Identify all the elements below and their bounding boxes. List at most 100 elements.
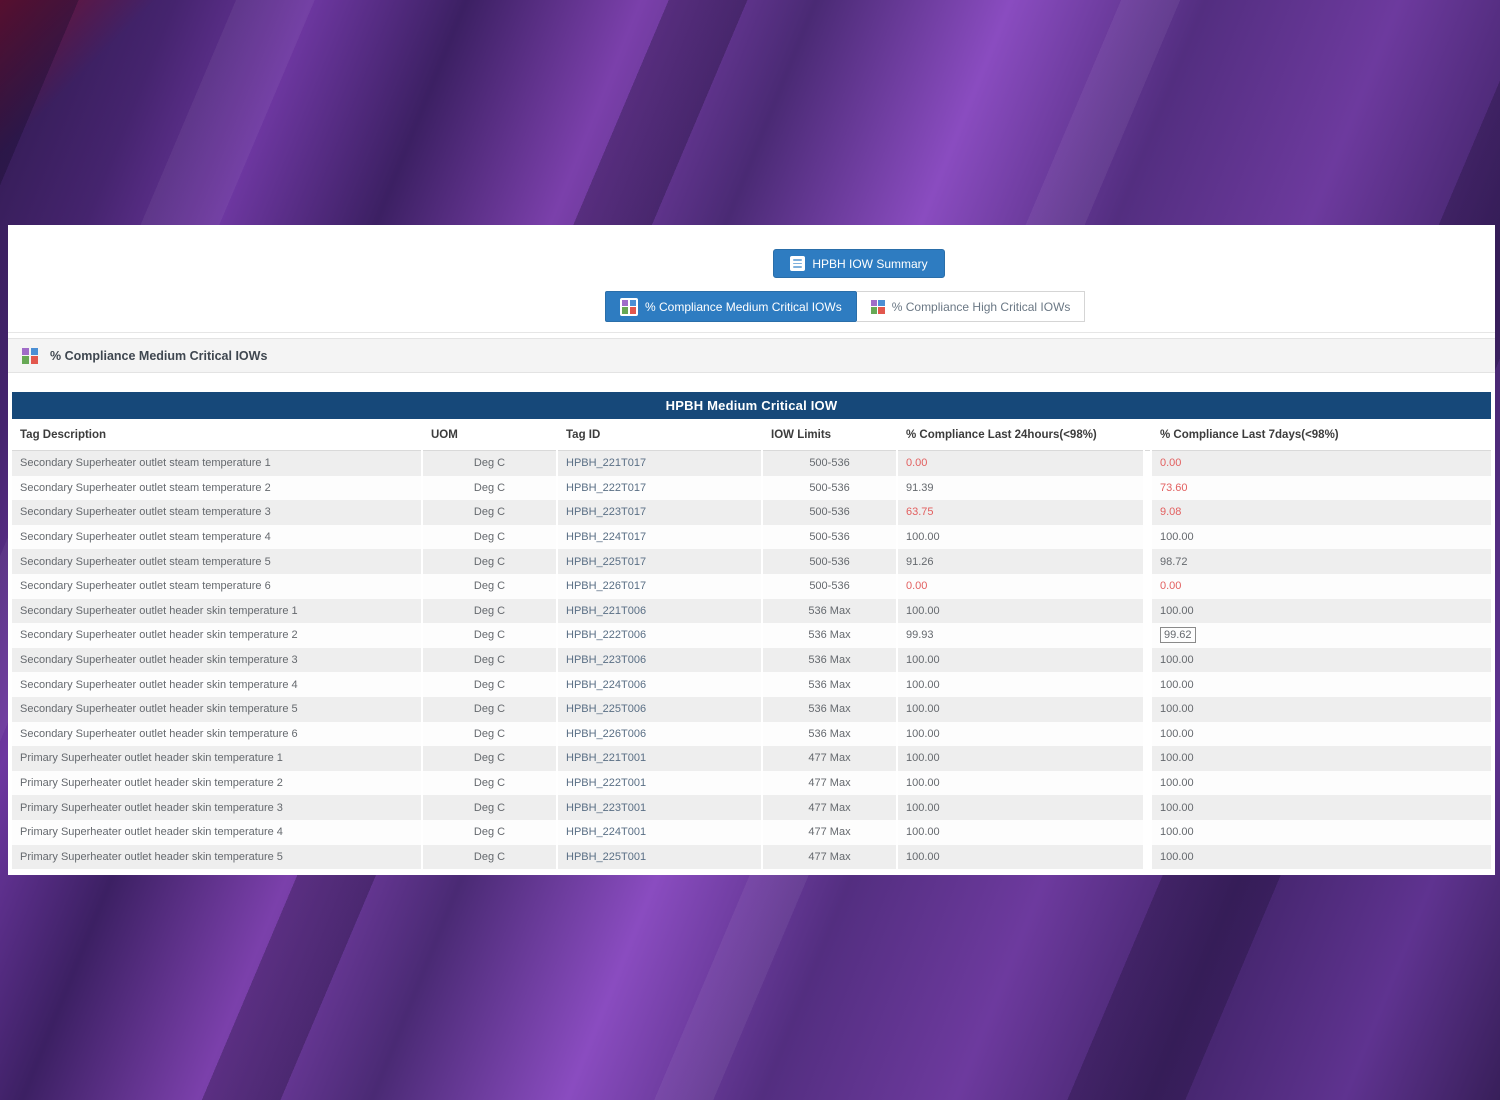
column-gap xyxy=(1145,476,1150,501)
tab-label: % Compliance Medium Critical IOWs xyxy=(645,299,842,314)
compliance-24h-cell: 100.00 xyxy=(898,721,1143,747)
compliance-24h-cell: 100.00 xyxy=(898,770,1143,796)
column-gap xyxy=(1145,574,1150,599)
compliance-7d-cell: 100.00 xyxy=(1152,844,1491,870)
compliance-7d-cell: 0.00 xyxy=(1152,451,1491,476)
column-gap xyxy=(1145,419,1150,451)
compliance-24h-cell: 0.00 xyxy=(898,573,1143,599)
compliance-7d-cell: 9.08 xyxy=(1152,500,1491,525)
tag-description-cell: Secondary Superheater outlet header skin… xyxy=(12,696,421,722)
uom-cell: Deg C xyxy=(423,475,556,501)
compliance-24h-cell: 100.00 xyxy=(898,524,1143,550)
column-header-uom[interactable]: UOM xyxy=(423,419,556,451)
compliance-7d-cell: 100.00 xyxy=(1152,770,1491,796)
uom-cell: Deg C xyxy=(423,524,556,550)
tag-description-cell: Secondary Superheater outlet steam tempe… xyxy=(12,573,421,599)
tag-description-cell: Secondary Superheater outlet header skin… xyxy=(12,647,421,673)
compliance-7d-cell: 100.00 xyxy=(1152,721,1491,747)
column-gap xyxy=(1145,771,1150,796)
tag-id-cell: HPBH_222T001 xyxy=(558,770,761,796)
table-row: Secondary Superheater outlet steam tempe… xyxy=(12,573,1491,599)
tag-id-cell: HPBH_223T017 xyxy=(558,500,761,525)
table-row: Primary Superheater outlet header skin t… xyxy=(12,746,1491,771)
compliance-7d-cell: 100.00 xyxy=(1152,672,1491,697)
compliance-24h-cell: 91.26 xyxy=(898,549,1143,574)
tag-id-cell: HPBH_224T017 xyxy=(558,524,761,550)
column-gap xyxy=(1145,549,1150,574)
column-header-iow-limits[interactable]: IOW Limits xyxy=(763,419,896,451)
table-row: Secondary Superheater outlet steam tempe… xyxy=(12,500,1491,525)
tag-id-cell: HPBH_225T006 xyxy=(558,696,761,722)
column-gap xyxy=(1145,722,1150,747)
compliance-24h-cell: 100.00 xyxy=(898,647,1143,673)
uom-cell: Deg C xyxy=(423,549,556,574)
compliance-24h-cell: 100.00 xyxy=(898,696,1143,722)
compliance-7d-cell: 73.60 xyxy=(1152,475,1491,501)
table-row: Secondary Superheater outlet header skin… xyxy=(12,721,1491,747)
document-icon xyxy=(790,256,806,271)
column-header-compliance-24h[interactable]: % Compliance Last 24hours(<98%) xyxy=(898,419,1143,451)
compliance-7d-cell: 100.00 xyxy=(1152,524,1491,550)
iow-limits-cell: 536 Max xyxy=(763,647,896,673)
table-row: Primary Superheater outlet header skin t… xyxy=(12,819,1491,845)
table-body: Secondary Superheater outlet steam tempe… xyxy=(12,451,1491,870)
iow-limits-cell: 536 Max xyxy=(763,721,896,747)
column-gap xyxy=(1145,697,1150,722)
compliance-7d-cell: 99.62 xyxy=(1152,623,1491,648)
uom-cell: Deg C xyxy=(423,500,556,525)
horizontal-divider xyxy=(8,332,1495,333)
iow-limits-cell: 477 Max xyxy=(763,770,896,796)
iow-limits-cell: 500-536 xyxy=(763,451,896,476)
compliance-24h-cell: 100.00 xyxy=(898,746,1143,771)
column-header-tag-description[interactable]: Tag Description xyxy=(12,419,421,451)
compliance-24h-cell: 63.75 xyxy=(898,500,1143,525)
compliance-7d-cell: 100.00 xyxy=(1152,746,1491,771)
column-gap xyxy=(1145,599,1150,624)
table-title: HPBH Medium Critical IOW xyxy=(12,392,1491,419)
grid-icon xyxy=(620,297,638,316)
grid-icon xyxy=(870,299,885,314)
compliance-7d-cell: 100.00 xyxy=(1152,696,1491,722)
compliance-24h-cell: 91.39 xyxy=(898,475,1143,501)
table-row: Secondary Superheater outlet header skin… xyxy=(12,696,1491,722)
table-row: Secondary Superheater outlet header skin… xyxy=(12,672,1491,697)
table-header-row: Tag Description UOM Tag ID IOW Limits % … xyxy=(12,419,1491,451)
table-row: Secondary Superheater outlet header skin… xyxy=(12,623,1491,648)
iow-limits-cell: 500-536 xyxy=(763,573,896,599)
column-gap xyxy=(1145,525,1150,550)
tag-description-cell: Secondary Superheater outlet steam tempe… xyxy=(12,500,421,525)
table-row: Secondary Superheater outlet header skin… xyxy=(12,647,1491,673)
column-gap xyxy=(1145,795,1150,820)
tab-compliance-high-critical[interactable]: % Compliance High Critical IOWs xyxy=(856,291,1086,322)
compliance-7d-cell: 98.72 xyxy=(1152,549,1491,574)
compliance-7d-cell: 100.00 xyxy=(1152,598,1491,624)
table-row: Secondary Superheater outlet steam tempe… xyxy=(12,475,1491,501)
compliance-24h-cell: 100.00 xyxy=(898,819,1143,845)
compliance-24h-cell: 0.00 xyxy=(898,451,1143,476)
uom-cell: Deg C xyxy=(423,573,556,599)
compliance-7d-cell: 100.00 xyxy=(1152,795,1491,820)
uom-cell: Deg C xyxy=(423,647,556,673)
iow-limits-cell: 500-536 xyxy=(763,524,896,550)
tag-description-cell: Primary Superheater outlet header skin t… xyxy=(12,795,421,820)
section-title: % Compliance Medium Critical IOWs xyxy=(50,348,268,363)
tag-id-cell: HPBH_226T006 xyxy=(558,721,761,747)
compliance-24h-cell: 100.00 xyxy=(898,844,1143,870)
tag-description-cell: Primary Superheater outlet header skin t… xyxy=(12,844,421,870)
compliance-24h-cell: 100.00 xyxy=(898,672,1143,697)
iow-limits-cell: 500-536 xyxy=(763,500,896,525)
uom-cell: Deg C xyxy=(423,696,556,722)
tag-id-cell: HPBH_225T001 xyxy=(558,844,761,870)
tag-id-cell: HPBH_224T001 xyxy=(558,819,761,845)
hpbh-iow-summary-button[interactable]: HPBH IOW Summary xyxy=(773,249,945,278)
column-header-compliance-7d[interactable]: % Compliance Last 7days(<98%) xyxy=(1152,419,1491,451)
table-row: Secondary Superheater outlet steam tempe… xyxy=(12,451,1491,476)
tab-label: % Compliance High Critical IOWs xyxy=(891,299,1071,314)
iow-limits-cell: 536 Max xyxy=(763,696,896,722)
tab-compliance-medium-critical[interactable]: % Compliance Medium Critical IOWs xyxy=(605,291,857,322)
column-gap xyxy=(1145,451,1150,476)
tag-id-cell: HPBH_222T017 xyxy=(558,475,761,501)
uom-cell: Deg C xyxy=(423,598,556,624)
column-header-tag-id[interactable]: Tag ID xyxy=(558,419,761,451)
tag-description-cell: Secondary Superheater outlet header skin… xyxy=(12,721,421,747)
